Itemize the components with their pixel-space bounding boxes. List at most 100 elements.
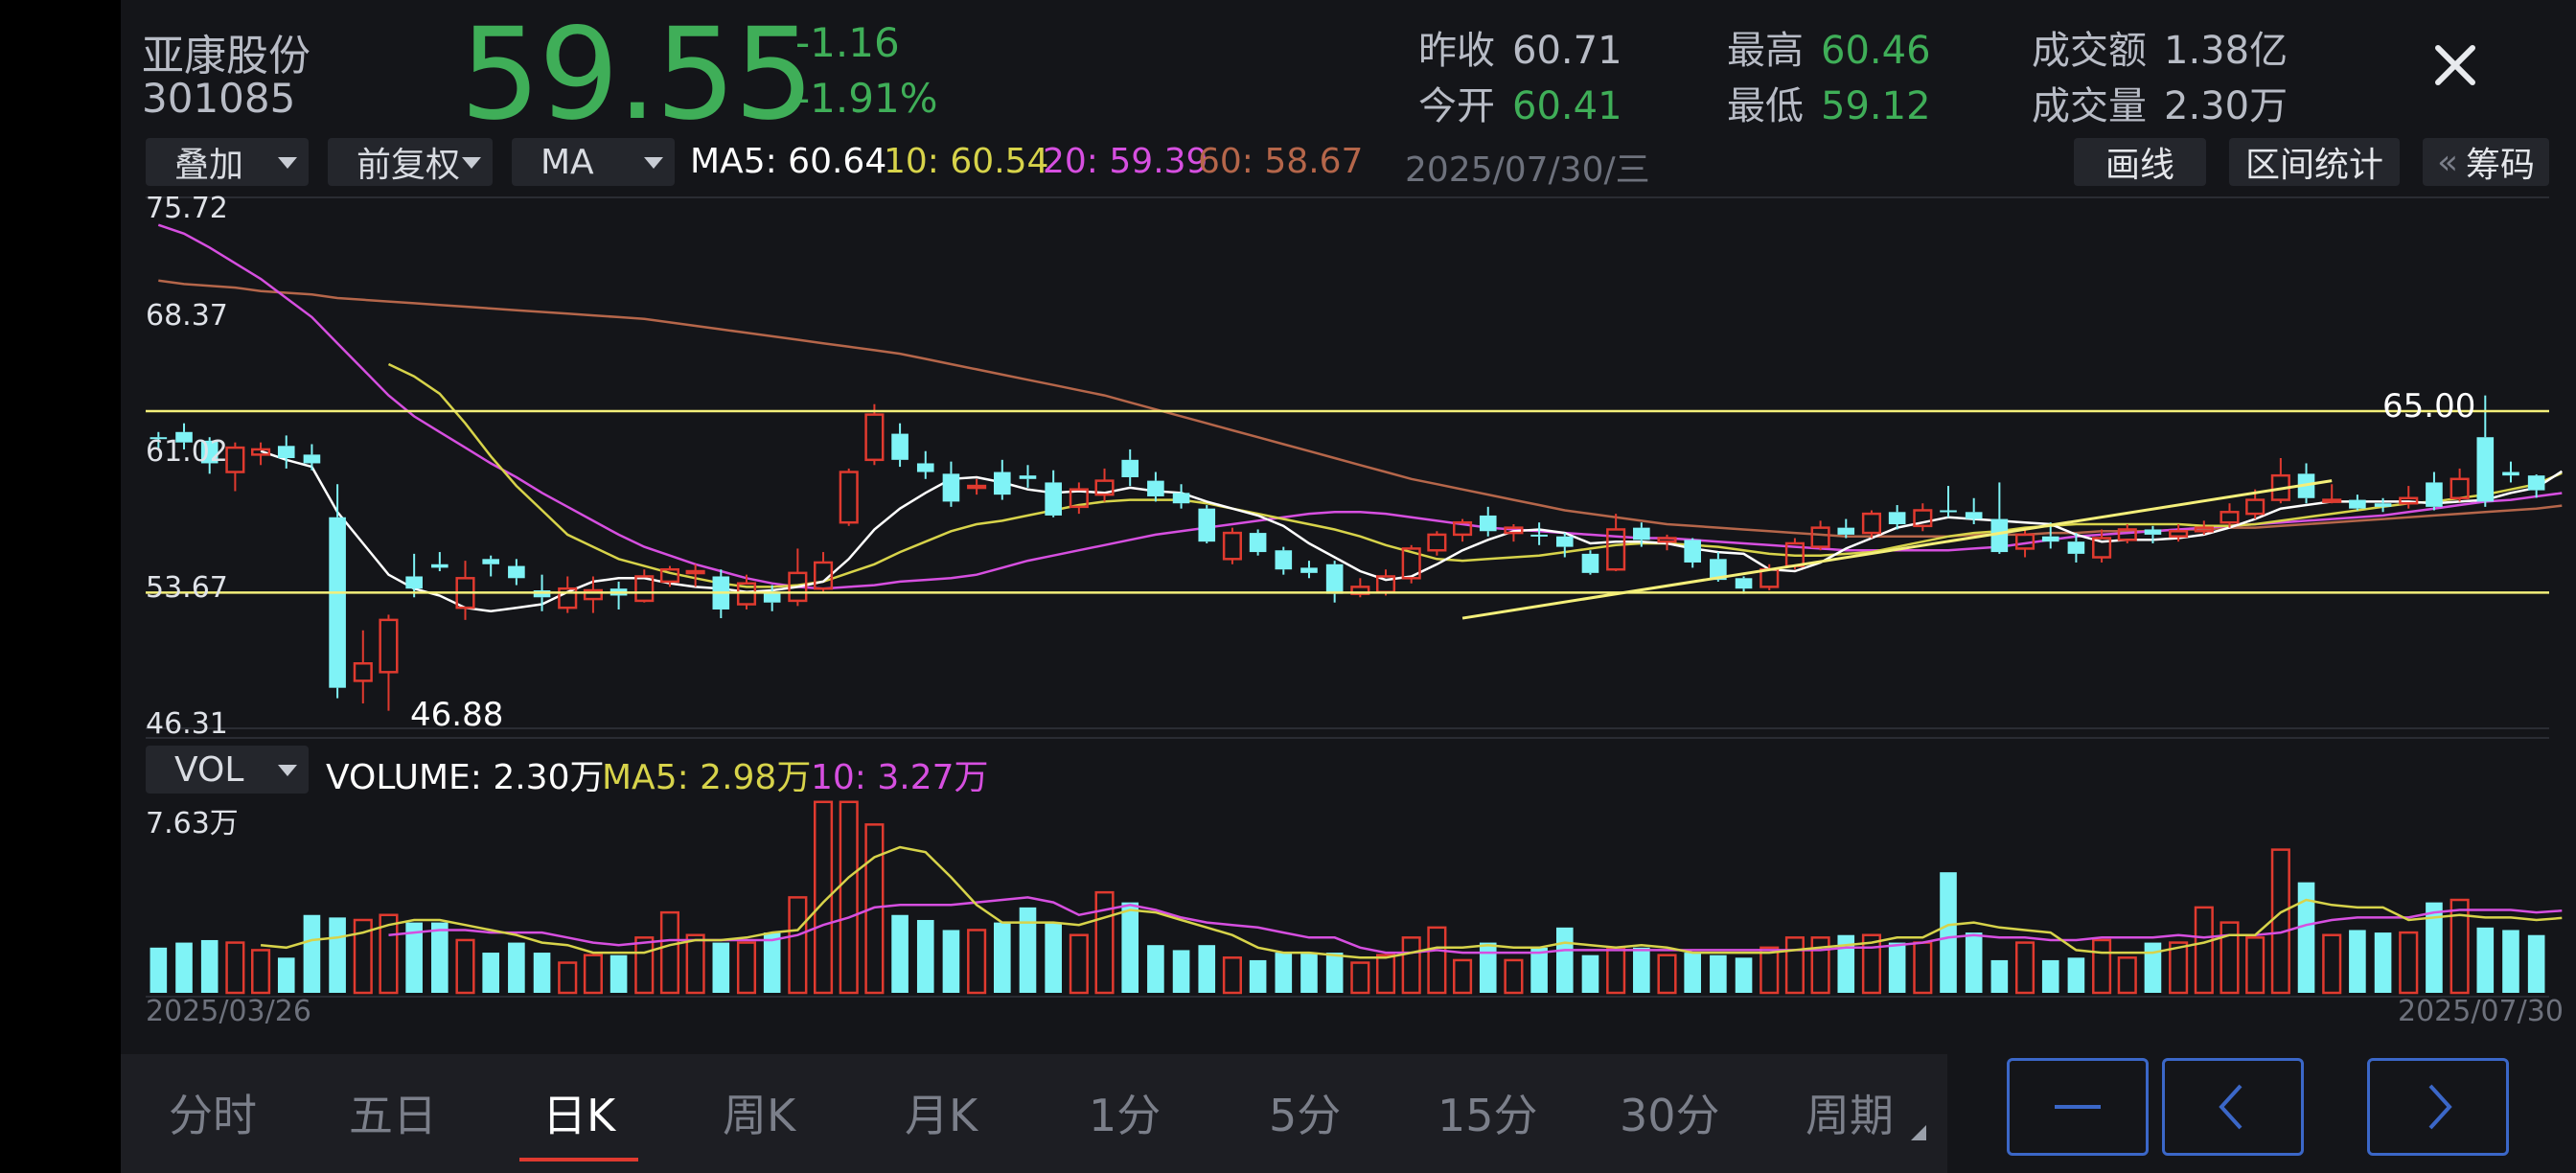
candle-body <box>277 446 295 459</box>
draw-line-button[interactable]: 画线 <box>2074 138 2206 186</box>
volume-bar <box>712 942 730 993</box>
tab-weekly-k[interactable]: 周K <box>723 1090 796 1141</box>
candle-body <box>1427 533 1447 552</box>
candle-body <box>1940 510 1957 513</box>
candle-body <box>2220 511 2240 524</box>
volume-bar <box>916 919 934 993</box>
candle-body <box>379 618 399 674</box>
candles <box>150 395 2545 711</box>
candle-body <box>2426 482 2443 507</box>
volume-bar <box>864 823 885 995</box>
indicator-select[interactable]: MA <box>512 138 675 186</box>
volume-bar <box>2245 936 2266 995</box>
volume-bar <box>1249 959 1267 993</box>
candle-body <box>2014 533 2036 550</box>
volume-bar <box>353 918 373 995</box>
close-icon[interactable] <box>2425 34 2486 96</box>
volume-bar <box>1940 872 1957 993</box>
volume-bar <box>1581 954 1599 993</box>
volume-bar <box>1710 954 1727 993</box>
candle-body <box>1581 553 1599 573</box>
candle-body <box>405 576 423 589</box>
volume-bar <box>2502 930 2519 993</box>
candle-body <box>1684 540 1701 563</box>
legend-ma20: 20: 59.39 <box>1043 142 1208 181</box>
scroll-left-button[interactable] <box>2162 1058 2304 1156</box>
zoom-out-button[interactable] <box>2007 1058 2149 1156</box>
candle-body <box>1913 509 1933 528</box>
price-change: -1.16 <box>795 19 900 66</box>
candle-body <box>2450 477 2470 500</box>
volume-bar <box>1784 936 1805 995</box>
stat-label: 最高 <box>1727 29 1804 73</box>
volume-bar <box>1147 945 1164 993</box>
ma10-line <box>387 362 2563 588</box>
volume-bar <box>2270 848 2290 995</box>
volume-bar <box>994 922 1011 993</box>
active-tab-indicator <box>519 1158 638 1162</box>
volume-bar <box>1657 954 1677 995</box>
volume-bar <box>2450 898 2470 995</box>
volume-bar <box>2399 931 2419 995</box>
volume-bar <box>1555 927 1574 993</box>
volume-bar <box>1633 947 1650 993</box>
tab-15min[interactable]: 15分 <box>1438 1090 1538 1141</box>
candle-body <box>2041 536 2059 542</box>
volume-bar <box>329 917 346 993</box>
volume-bar <box>2194 906 2214 995</box>
candle-body <box>1965 512 1983 519</box>
volume-bar <box>763 932 781 993</box>
volume-bar <box>2067 957 2085 993</box>
adjust-select[interactable]: 前复权 <box>328 138 493 186</box>
candle-body <box>1094 479 1115 496</box>
volume-bar <box>405 922 423 993</box>
candle-body <box>1735 578 1753 589</box>
candle-body <box>788 571 808 603</box>
candle-body <box>1888 512 1906 525</box>
tab-5min[interactable]: 5分 <box>1269 1090 1342 1141</box>
corner-triangle-icon <box>1911 1125 1926 1140</box>
volume-bar <box>431 922 448 993</box>
candle-body <box>583 588 603 601</box>
overlay-select[interactable]: 叠加 <box>146 138 309 186</box>
stat-label: 最低 <box>1727 84 1804 128</box>
range-stats-button[interactable]: 区间统计 <box>2229 138 2400 186</box>
candle-body <box>1172 493 1190 504</box>
candle-body <box>1300 567 1318 573</box>
period-tab-bar <box>121 1054 1947 1173</box>
tab-intraday[interactable]: 分时 <box>169 1090 257 1141</box>
volume-bar <box>2014 941 2036 995</box>
tab-1min[interactable]: 1分 <box>1089 1090 1162 1141</box>
minus-icon <box>2055 1105 2101 1109</box>
tab-monthly-k[interactable]: 月K <box>905 1090 978 1141</box>
chips-button[interactable]: «筹码 <box>2423 138 2549 186</box>
candle-body <box>225 446 245 473</box>
ma-lines <box>157 223 2563 613</box>
tab-daily-k[interactable]: 日K <box>542 1090 616 1141</box>
candle-body <box>659 567 680 584</box>
candle-body <box>200 440 218 464</box>
scroll-right-button[interactable] <box>2367 1058 2509 1156</box>
stat-value: 60.46 <box>1821 29 1931 73</box>
volume-bar <box>736 941 757 995</box>
y-tick-label: 75.72 <box>146 192 228 225</box>
volume-bar <box>508 942 525 993</box>
volume-bar <box>839 800 859 995</box>
price-change-pct: -1.91% <box>795 75 938 122</box>
volume-bar <box>2041 959 2059 993</box>
candle-body <box>329 517 346 688</box>
chevron-down-icon <box>644 157 663 169</box>
tab-30min[interactable]: 30分 <box>1620 1090 1720 1141</box>
candle-body <box>1760 567 1780 588</box>
volume-bar <box>2297 882 2315 993</box>
x-start-date: 2025/03/26 <box>146 995 311 1028</box>
volume-indicator-select[interactable]: VOL <box>146 746 309 794</box>
tab-period[interactable]: 周期 <box>1806 1090 1894 1141</box>
overlay-select-label: 叠加 <box>174 146 244 185</box>
tab-five-day[interactable]: 五日 <box>349 1090 437 1141</box>
volume-bar <box>2374 932 2392 993</box>
volume-bar <box>2527 934 2545 993</box>
stat-label: 昨收 <box>1418 29 1495 73</box>
volume-bar <box>2092 938 2112 995</box>
